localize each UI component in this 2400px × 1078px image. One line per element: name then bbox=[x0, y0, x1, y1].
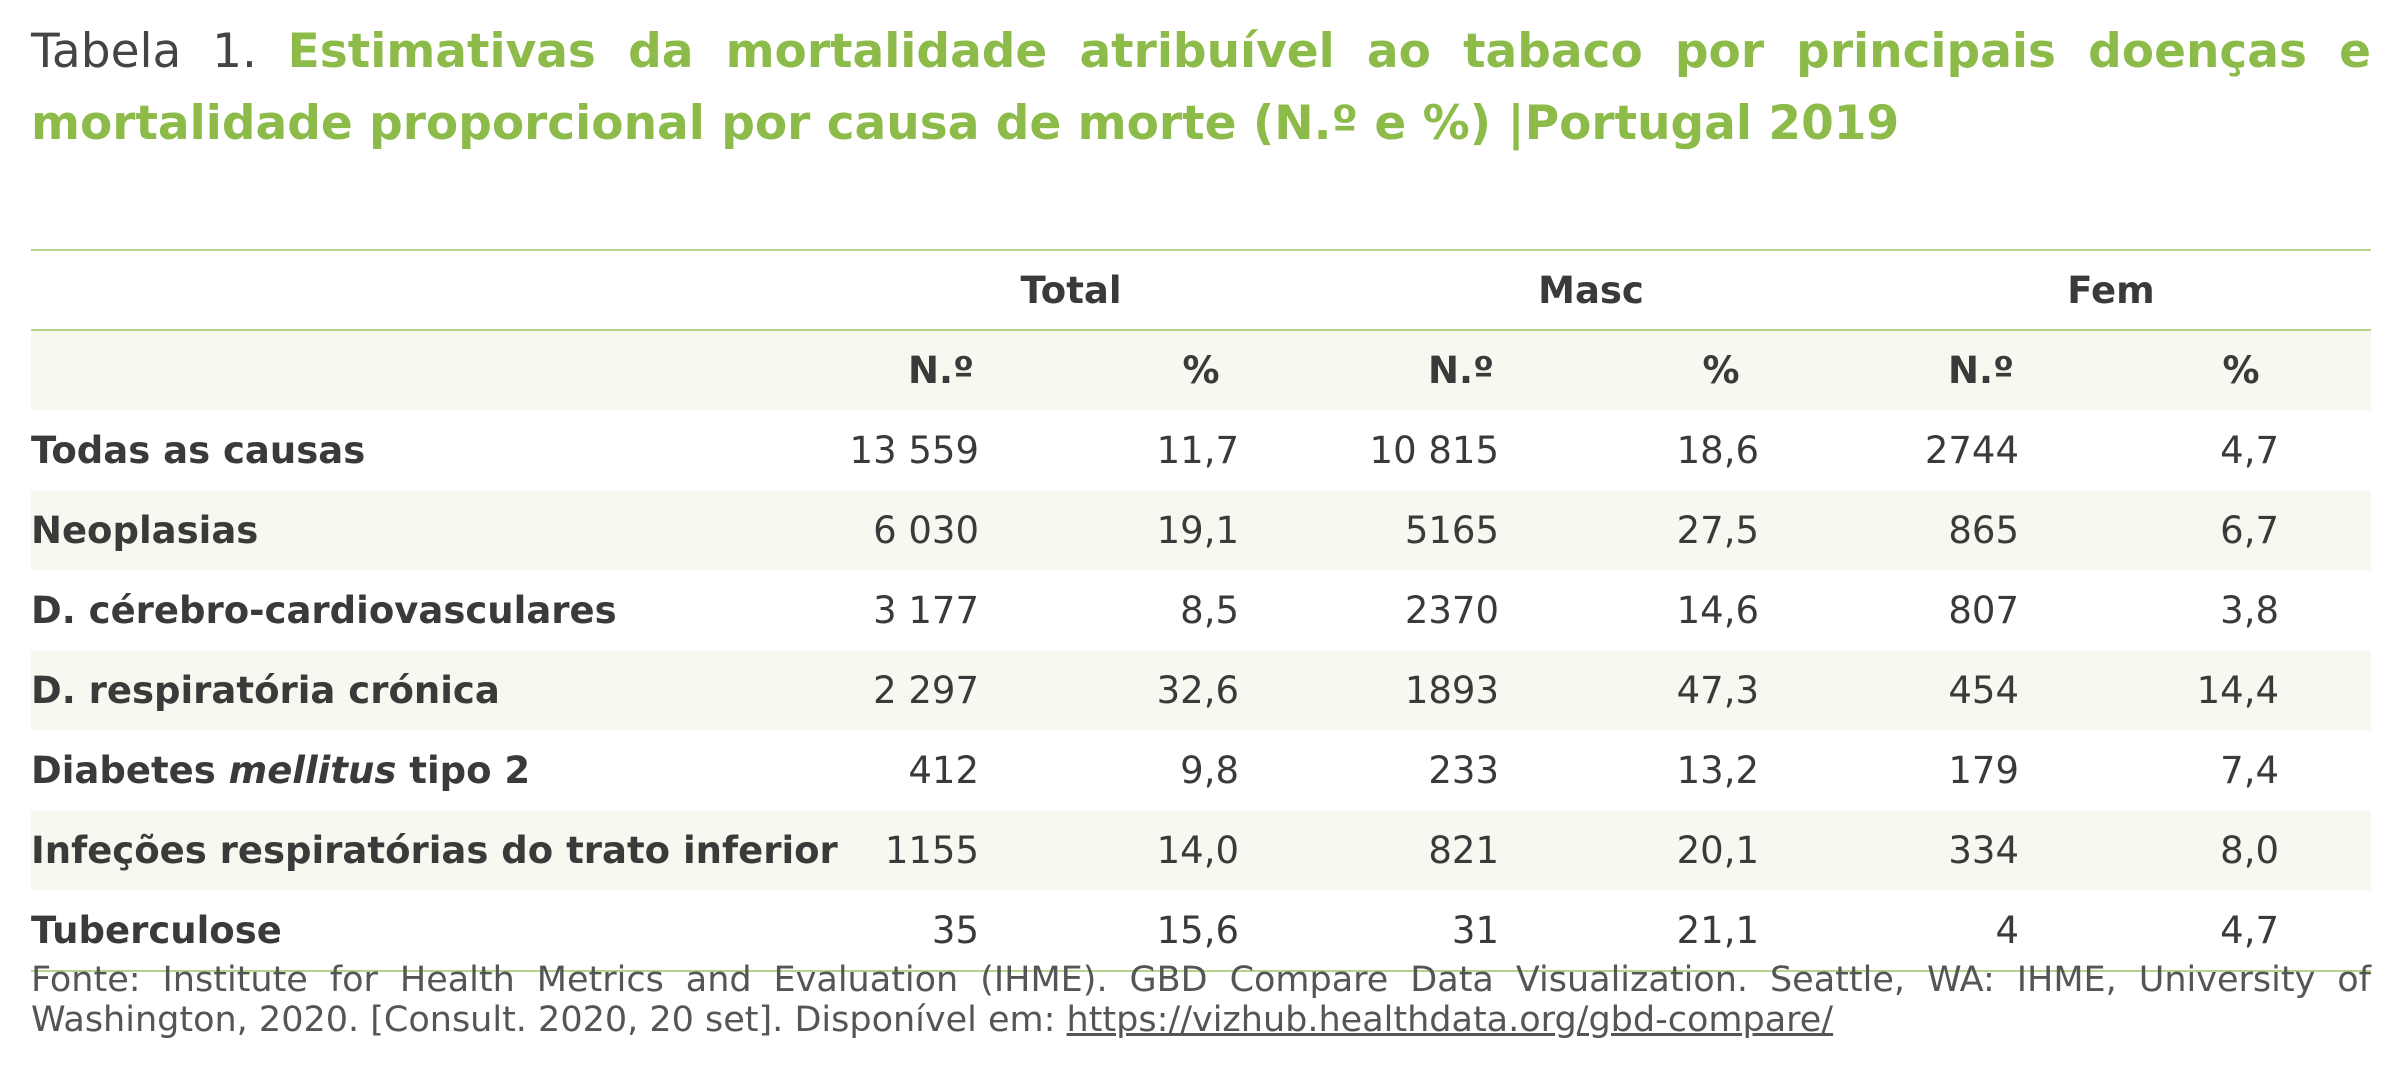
cell-total-n: 1155 bbox=[884, 828, 979, 872]
cell-masc-n: 233 bbox=[1428, 748, 1499, 792]
cell-masc-pct: 47,3 bbox=[1676, 668, 1759, 712]
table-row: Diabetes mellitus tipo 2 412 9,8 233 13,… bbox=[31, 730, 2371, 810]
sub-header-row: N.º % N.º % N.º % bbox=[31, 330, 2371, 410]
sub-header-masc-n: N.º bbox=[1428, 349, 1494, 392]
cell-masc-n: 1893 bbox=[1404, 668, 1499, 712]
group-header-masc: Masc bbox=[1538, 268, 1644, 312]
sub-header-fem-n: N.º bbox=[1948, 349, 2014, 392]
cell-total-pct: 15,6 bbox=[1156, 908, 1239, 952]
group-header-total: Total bbox=[1020, 268, 1122, 312]
cell-total-pct: 14,0 bbox=[1156, 828, 1239, 872]
title-prefix: Tabela 1. bbox=[31, 24, 257, 79]
source-link[interactable]: https://vizhub.healthdata.org/gbd-compar… bbox=[1066, 1000, 1834, 1040]
sub-header-masc-pct: % bbox=[1702, 349, 1740, 392]
row-label: Todas as causas bbox=[31, 428, 366, 472]
cell-masc-n: 821 bbox=[1428, 828, 1499, 872]
cell-fem-pct: 3,8 bbox=[2220, 588, 2279, 632]
sub-header-total-n: N.º bbox=[908, 349, 974, 392]
source-note: Fonte: Institute for Health Metrics and … bbox=[31, 960, 2371, 1040]
mortality-table-container: Total Masc Fem N.º % N.º % N.º % Todas a… bbox=[31, 249, 2371, 972]
row-label: Neoplasias bbox=[31, 508, 259, 552]
row-label: Diabetes mellitus tipo 2 bbox=[31, 730, 811, 810]
cell-fem-n: 4 bbox=[1995, 908, 2019, 952]
table-row: D. cérebro-cardiovasculares 3 177 8,5 23… bbox=[31, 570, 2371, 650]
group-header-fem: Fem bbox=[2067, 268, 2155, 312]
sub-header-empty bbox=[31, 330, 811, 410]
row-label-part: Diabetes bbox=[31, 748, 229, 792]
row-label-italic: mellitus bbox=[228, 748, 397, 792]
cell-total-n: 3 177 bbox=[873, 588, 979, 632]
cell-fem-n: 865 bbox=[1948, 508, 2019, 552]
table-row: Neoplasias 6 030 19,1 5165 27,5 865 6,7 bbox=[31, 490, 2371, 570]
cell-fem-pct: 4,7 bbox=[2220, 908, 2279, 952]
cell-total-pct: 9,8 bbox=[1180, 748, 1239, 792]
cell-fem-n: 807 bbox=[1948, 588, 2019, 632]
group-header-row: Total Masc Fem bbox=[31, 250, 2371, 330]
cell-total-pct: 11,7 bbox=[1156, 428, 1239, 472]
mortality-table: Total Masc Fem N.º % N.º % N.º % Todas a… bbox=[31, 249, 2371, 972]
row-label-part: tipo 2 bbox=[396, 748, 531, 792]
cell-fem-pct: 7,4 bbox=[2220, 748, 2279, 792]
row-label: D. respiratória crónica bbox=[31, 668, 500, 712]
cell-masc-pct: 20,1 bbox=[1676, 828, 1759, 872]
table-row: D. respiratória crónica 2 297 32,6 1893 … bbox=[31, 650, 2371, 730]
cell-fem-n: 334 bbox=[1948, 828, 2019, 872]
sub-header-total-pct: % bbox=[1182, 349, 1220, 392]
cell-fem-n: 2744 bbox=[1924, 428, 2019, 472]
source-text: Fonte: Institute for Health Metrics and … bbox=[31, 960, 2371, 1040]
table-row: Todas as causas 13 559 11,7 10 815 18,6 … bbox=[31, 410, 2371, 490]
cell-total-n: 35 bbox=[931, 908, 979, 952]
cell-total-n: 13 559 bbox=[849, 428, 979, 472]
cell-masc-n: 10 815 bbox=[1369, 428, 1499, 472]
cell-total-pct: 19,1 bbox=[1156, 508, 1239, 552]
title-main: Estimativas da mortalidade atribuível ao… bbox=[31, 24, 2371, 151]
cell-total-n: 412 bbox=[908, 748, 979, 792]
cell-fem-pct: 6,7 bbox=[2220, 508, 2279, 552]
cell-fem-pct: 14,4 bbox=[2196, 668, 2279, 712]
cell-fem-pct: 8,0 bbox=[2220, 828, 2279, 872]
cell-masc-pct: 14,6 bbox=[1676, 588, 1759, 632]
cell-masc-n: 5165 bbox=[1404, 508, 1499, 552]
cell-masc-n: 31 bbox=[1451, 908, 1499, 952]
cell-fem-n: 454 bbox=[1948, 668, 2019, 712]
cell-masc-pct: 27,5 bbox=[1676, 508, 1759, 552]
cell-fem-pct: 4,7 bbox=[2220, 428, 2279, 472]
table-row: Infeções respiratórias do trato inferior… bbox=[31, 810, 2371, 890]
cell-fem-n: 179 bbox=[1948, 748, 2019, 792]
row-label: D. cérebro-cardiovasculares bbox=[31, 588, 617, 632]
cell-total-n: 2 297 bbox=[873, 668, 979, 712]
table-row: Tuberculose 35 15,6 31 21,1 4 4,7 bbox=[31, 890, 2371, 971]
cell-masc-pct: 21,1 bbox=[1676, 908, 1759, 952]
cell-masc-pct: 13,2 bbox=[1676, 748, 1759, 792]
table-title: Tabela 1. Estimativas da mortalidade atr… bbox=[31, 16, 2371, 160]
row-label: Infeções respiratórias do trato inferior bbox=[31, 828, 838, 872]
cell-total-n: 6 030 bbox=[873, 508, 979, 552]
cell-masc-n: 2370 bbox=[1404, 588, 1499, 632]
cell-total-pct: 32,6 bbox=[1156, 668, 1239, 712]
cell-masc-pct: 18,6 bbox=[1676, 428, 1759, 472]
sub-header-fem-pct: % bbox=[2222, 349, 2260, 392]
cell-total-pct: 8,5 bbox=[1180, 588, 1239, 632]
row-label: Tuberculose bbox=[31, 908, 282, 952]
corner-cell bbox=[31, 250, 811, 330]
